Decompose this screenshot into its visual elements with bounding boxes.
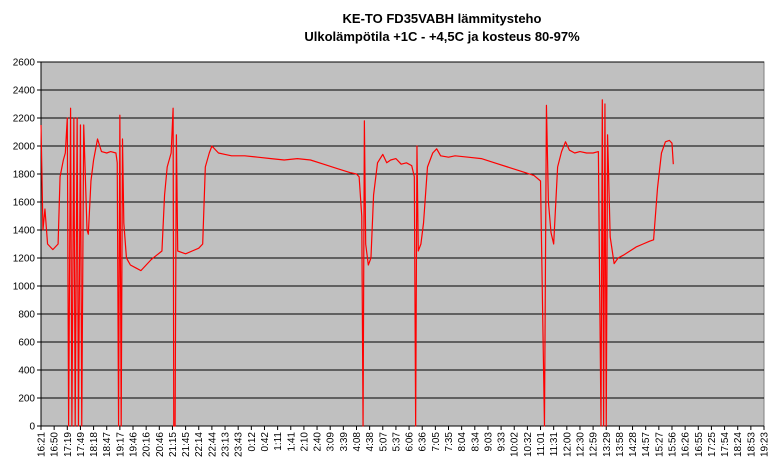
y-tick-label: 0 [29,422,35,433]
x-tick-label: 1:11 [273,432,284,451]
x-tick-label: 20:46 [155,432,166,457]
x-tick-label: 12:30 [575,432,586,457]
x-tick-label: 15:56 [667,432,678,457]
y-axis-tick-labels: 0 200 400 600 800 1000 1200 1400 1600 1800 2000 220… [13,58,36,433]
x-tick-label: 2:40 [313,432,324,452]
y-tick-label: 200 [18,394,35,405]
x-tick-label: 11:01 [536,432,547,457]
x-tick-label: 18:18 [89,432,100,457]
x-tick-label: 22:44 [207,432,218,457]
chart-title: KE-TO FD35VABH lämmitysteho [343,11,542,26]
x-tick-label: 18:24 [733,432,744,457]
y-tick-label: 1600 [13,198,36,209]
x-tick-label: 7:05 [431,432,442,452]
x-tick-label: 6:06 [405,432,416,452]
x-tick-label: 18:53 [746,432,757,457]
x-tick-label: 0:12 [247,432,258,452]
x-tick-label: 17:54 [720,432,731,457]
y-tick-label: 2000 [13,142,36,153]
x-tick-label: 16:21 [37,432,48,457]
x-tick-label: 7:35 [444,432,455,452]
x-tick-label: 11:31 [549,432,560,457]
axes [40,62,765,430]
x-tick-label: 14:28 [628,432,639,457]
x-tick-label: 5:37 [391,432,402,452]
y-tick-label: 2400 [13,86,36,97]
y-tick-label: 1800 [13,170,36,181]
x-tick-label: 3:39 [339,432,350,452]
x-axis-tick-labels: 16:21 16:50 17:19 17:49 18:18 18:47 19:17 19:46… [37,432,771,457]
y-tick-label: 1000 [13,282,36,293]
x-tick-label: 9:33 [497,432,508,452]
x-tick-label: 21:45 [181,432,192,457]
x-tick-label: 10:32 [523,432,534,457]
x-tick-label: 8:04 [457,432,468,452]
y-tick-label: 800 [18,310,35,321]
x-tick-label: 4:08 [352,432,363,452]
x-tick-label: 13:58 [615,432,626,457]
x-tick-label: 16:26 [681,432,692,457]
x-tick-label: 21:15 [168,432,179,457]
x-tick-label: 10:02 [510,432,521,457]
y-tick-label: 1400 [13,226,36,237]
x-tick-label: 9:03 [483,432,494,452]
y-tick-label: 400 [18,366,35,377]
x-tick-label: 19:17 [115,432,126,457]
y-tick-label: 600 [18,338,35,349]
x-tick-label: 16:50 [50,432,61,457]
y-tick-label: 2200 [13,114,36,125]
x-tick-label: 17:49 [76,432,87,457]
x-tick-label: 2:10 [299,432,310,452]
x-tick-label: 4:38 [365,432,376,452]
x-tick-label: 19:23 [760,432,771,457]
series-line [40,99,674,427]
x-tick-label: 5:07 [378,432,389,452]
x-tick-label: 8:34 [470,432,481,452]
y-tick-label: 1200 [13,254,36,265]
x-tick-label: 19:46 [129,432,140,457]
x-tick-label: 3:09 [326,432,337,452]
x-tick-label: 14:57 [641,432,652,457]
x-tick-label: 12:59 [589,432,600,457]
x-tick-label: 12:00 [562,432,573,457]
x-tick-label: 22:14 [194,432,205,457]
x-tick-label: 0:42 [260,432,271,452]
chart-subtitle: Ulkolämpötila +1C - +4,5C ja kosteus 80-… [304,29,580,44]
x-tick-label: 1:41 [286,432,297,452]
x-tick-label: 23:43 [234,432,245,457]
x-tick-label: 17:19 [63,432,74,457]
x-tick-label: 23:13 [221,432,232,457]
series-layer [40,99,674,427]
plot-area [40,61,765,427]
x-tick-label: 16:55 [694,432,705,457]
gridlines [37,61,764,427]
x-tick-label: 15:27 [654,432,665,457]
y-tick-label: 2600 [13,58,36,69]
x-tick-label: 13:29 [602,432,613,457]
x-tick-label: 18:47 [102,432,113,457]
x-tick-label: 17:25 [707,432,718,457]
x-tick-label: 20:16 [142,432,153,457]
x-tick-label: 6:36 [418,432,429,452]
